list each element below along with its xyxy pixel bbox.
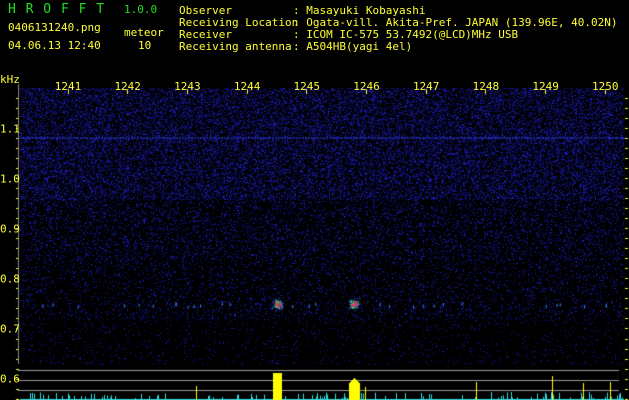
y-tick-label: 0.7 <box>0 322 20 336</box>
meteor-label: meteor <box>124 26 164 39</box>
info-label: Receiving antenna <box>179 40 292 53</box>
x-tick-label: 1245 <box>293 80 321 93</box>
datetime: 04.06.13 12:40 <box>8 39 101 52</box>
y-tick-label: 0.8 <box>0 272 20 286</box>
info-value: : A504HB(yagi 4el) <box>293 40 413 53</box>
x-tick-label: 1250 <box>592 80 619 93</box>
meteor-count: 10 <box>138 39 152 52</box>
x-tick-label: 1247 <box>412 80 440 93</box>
info-value: : ICOM IC-575 53.7492(@LCD)MHz USB <box>293 28 519 41</box>
app-version: 1.0.0 <box>124 3 158 16</box>
info-value: : Ogata-vill. Akita-Pref. JAPAN (139.96E… <box>293 16 618 29</box>
info-label: Receiving Location <box>179 16 299 29</box>
y-tick-label: 1.1 <box>0 122 20 136</box>
y-axis-unit: kHz <box>0 73 20 86</box>
x-tick-label: 1242 <box>114 80 141 93</box>
info-value: : Masayuki Kobayashi <box>293 4 426 17</box>
x-tick-label: 1248 <box>472 80 500 93</box>
x-tick-label: 1243 <box>174 80 201 93</box>
x-tick-label: 1241 <box>54 80 82 93</box>
filename: 0406131240.png <box>8 21 101 34</box>
info-label: Receiver <box>179 28 232 41</box>
info-label: Observer <box>179 4 232 17</box>
x-tick-label: 1249 <box>532 80 559 93</box>
y-tick-label: 1.0 <box>0 172 20 186</box>
y-tick-label: 0.6 <box>0 372 20 386</box>
y-tick-label: 0.9 <box>0 222 20 236</box>
app-title: H R O F F T <box>8 2 106 17</box>
x-tick-label: 1246 <box>353 80 380 93</box>
x-tick-label: 1244 <box>233 80 261 93</box>
